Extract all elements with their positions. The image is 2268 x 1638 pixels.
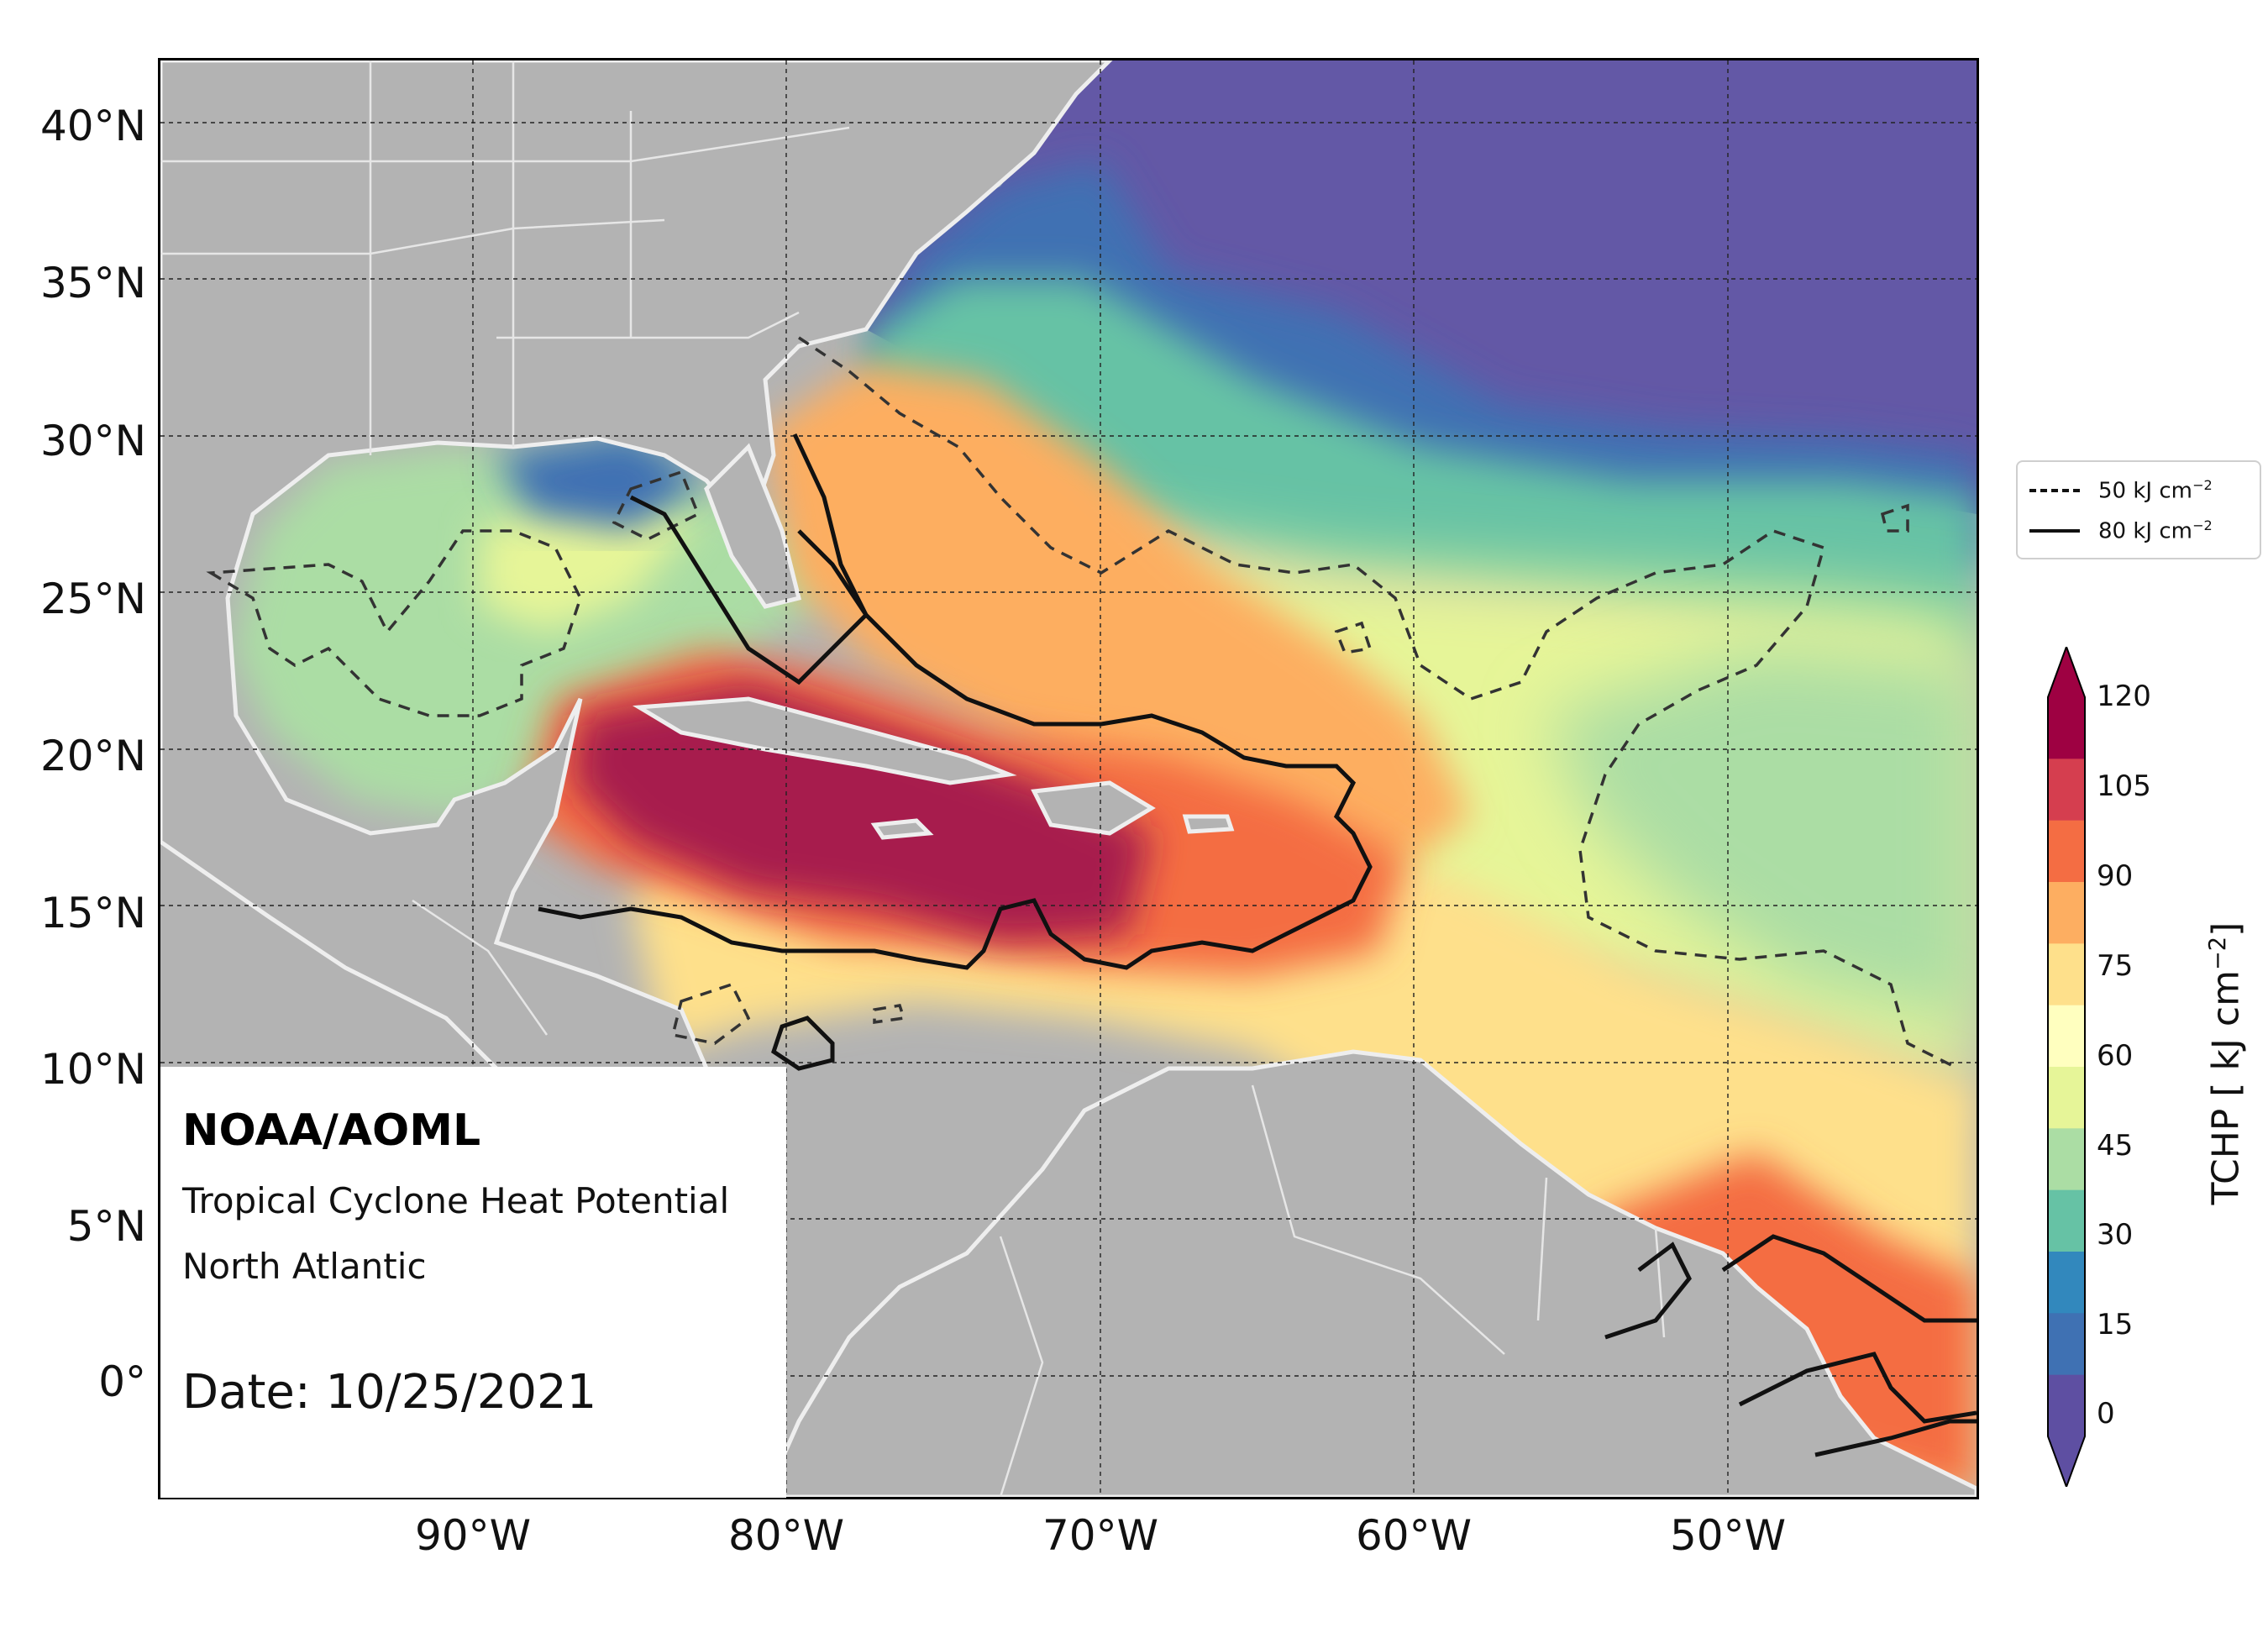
contour-50-small <box>1334 621 1373 654</box>
lon-label-80w: 80°W <box>727 1511 845 1560</box>
contour-legend: 50 kJ cm−2 80 kJ cm−2 <box>2016 460 2261 559</box>
contour-80-guiana <box>1604 1242 1692 1340</box>
green-patch <box>1546 648 1977 1026</box>
colorbar-min-extension <box>2048 1436 2085 1487</box>
contour-50-atlantic <box>798 336 1959 1070</box>
land-overlays <box>160 60 1977 1497</box>
hispaniola <box>1031 780 1156 836</box>
legend-exponent-50: −2 <box>2192 477 2213 494</box>
date-value: 10/25/2021 <box>325 1365 597 1420</box>
contour-50-small <box>670 982 751 1045</box>
contour-80 <box>538 433 1977 1457</box>
colorbar-title-exponent: −2 <box>2204 936 2231 971</box>
date-label: Date: <box>182 1365 311 1420</box>
lon-label-90w: 90°W <box>414 1511 532 1560</box>
product-label: Tropical Cyclone Heat Potential <box>182 1180 730 1221</box>
colorbar-tick-30: 30 <box>2097 1218 2134 1252</box>
political-borders <box>160 60 1666 1497</box>
colorbar-segment <box>2048 1128 2085 1191</box>
lat-label-0: 0° <box>98 1357 146 1406</box>
ocean-field <box>232 60 1977 1497</box>
colorbar-tick-0: 0 <box>2097 1397 2115 1431</box>
colorbar-tick-90: 90 <box>2097 859 2134 893</box>
colorbar-title-text: TCHP [ kJ cm <box>2204 970 2248 1205</box>
contour-80-guiana <box>1721 1234 1977 1323</box>
colorbar-title: TCHP [ kJ cm−2] <box>2205 922 2248 1205</box>
teal-band <box>866 279 1977 665</box>
colorbar-tick-15: 15 <box>2097 1308 2134 1341</box>
contour-80-guiana <box>1814 1419 1977 1457</box>
legend-label-80: 80 kJ cm <box>2098 518 2192 544</box>
colorbar-segment <box>2048 1313 2085 1376</box>
colorbar-segment <box>2048 820 2085 883</box>
colorbar-title-close: ] <box>2204 921 2248 937</box>
florida-peninsula <box>704 443 802 609</box>
dashed-line-icon <box>2029 489 2080 492</box>
border-line <box>160 218 665 255</box>
lat-label-35n: 35°N <box>39 259 146 307</box>
lat-label-40n: 40°N <box>39 102 146 150</box>
colorbar-segment <box>2048 1067 2085 1129</box>
colorbar-segment <box>2048 1189 2085 1252</box>
colorbar-segment <box>2048 943 2085 1006</box>
info-box: NOAA/AOML Tropical Cyclone Heat Potentia… <box>160 1067 786 1498</box>
contour-80-loop <box>629 495 869 685</box>
colorbar-segment <box>2048 1005 2085 1068</box>
border-line <box>160 126 850 163</box>
south-america-land <box>763 1049 1977 1497</box>
colorbar-tick-105: 105 <box>2097 769 2151 803</box>
legend-item-50: 50 kJ cm−2 <box>2029 474 2213 507</box>
border-line <box>1654 1227 1666 1338</box>
lat-label-20n: 20°N <box>39 732 146 780</box>
lat-label-15n: 15°N <box>39 889 146 937</box>
contour-80-caribbean <box>538 433 1373 970</box>
date-row: Date: 10/25/2021 <box>182 1365 596 1420</box>
lat-label-5n: 5°N <box>66 1202 146 1251</box>
organization-label: NOAA/AOML <box>182 1105 481 1156</box>
bahamas-warm-region <box>765 363 1471 884</box>
border-line <box>412 899 549 1036</box>
contour-80-guiana <box>1738 1352 1977 1424</box>
colorbar-segment <box>2048 1374 2085 1437</box>
border-line <box>496 311 800 339</box>
colorbar <box>2047 647 2086 1487</box>
colorbar-tick-45: 45 <box>2097 1129 2134 1163</box>
colorbar-max-extension <box>2048 647 2085 697</box>
lat-label-25n: 25°N <box>39 575 146 623</box>
colorbar-tick-60: 60 <box>2097 1039 2134 1073</box>
lon-label-70w: 70°W <box>1042 1511 1159 1560</box>
colorbar-segment <box>2048 697 2085 759</box>
border-line <box>1251 1084 1505 1355</box>
colorbar-tick-75: 75 <box>2097 949 2134 983</box>
lat-label-30n: 30°N <box>39 417 146 465</box>
lon-label-60w: 60°W <box>1355 1511 1473 1560</box>
jamaica <box>870 818 934 840</box>
colorbar-segment <box>2048 882 2085 944</box>
lat-label-10n: 10°N <box>39 1045 146 1094</box>
cuba <box>632 696 1017 785</box>
legend-exponent-80: −2 <box>2192 517 2213 534</box>
gulf-cool-patch <box>496 430 706 531</box>
contour-80-panama <box>771 1016 835 1071</box>
lon-label-50w: 50°W <box>1669 1511 1787 1560</box>
caribbean-hot-core <box>572 682 1152 942</box>
legend-item-80: 80 kJ cm−2 <box>2029 514 2213 548</box>
solid-line-icon <box>2029 529 2080 533</box>
border-line <box>999 1236 1044 1497</box>
puerto-rico <box>1182 814 1235 834</box>
border-line <box>1536 1177 1548 1321</box>
colorbar-outline <box>2047 647 2086 1487</box>
colorbar-segment <box>2048 759 2085 822</box>
colorbar-tick-120: 120 <box>2097 680 2151 713</box>
colorbar-segment <box>2048 1252 2085 1314</box>
region-label: North Atlantic <box>182 1246 427 1287</box>
legend-label-50: 50 kJ cm <box>2098 478 2192 504</box>
contour-50-gulf <box>206 529 582 717</box>
contour-50-small <box>1880 503 1909 533</box>
